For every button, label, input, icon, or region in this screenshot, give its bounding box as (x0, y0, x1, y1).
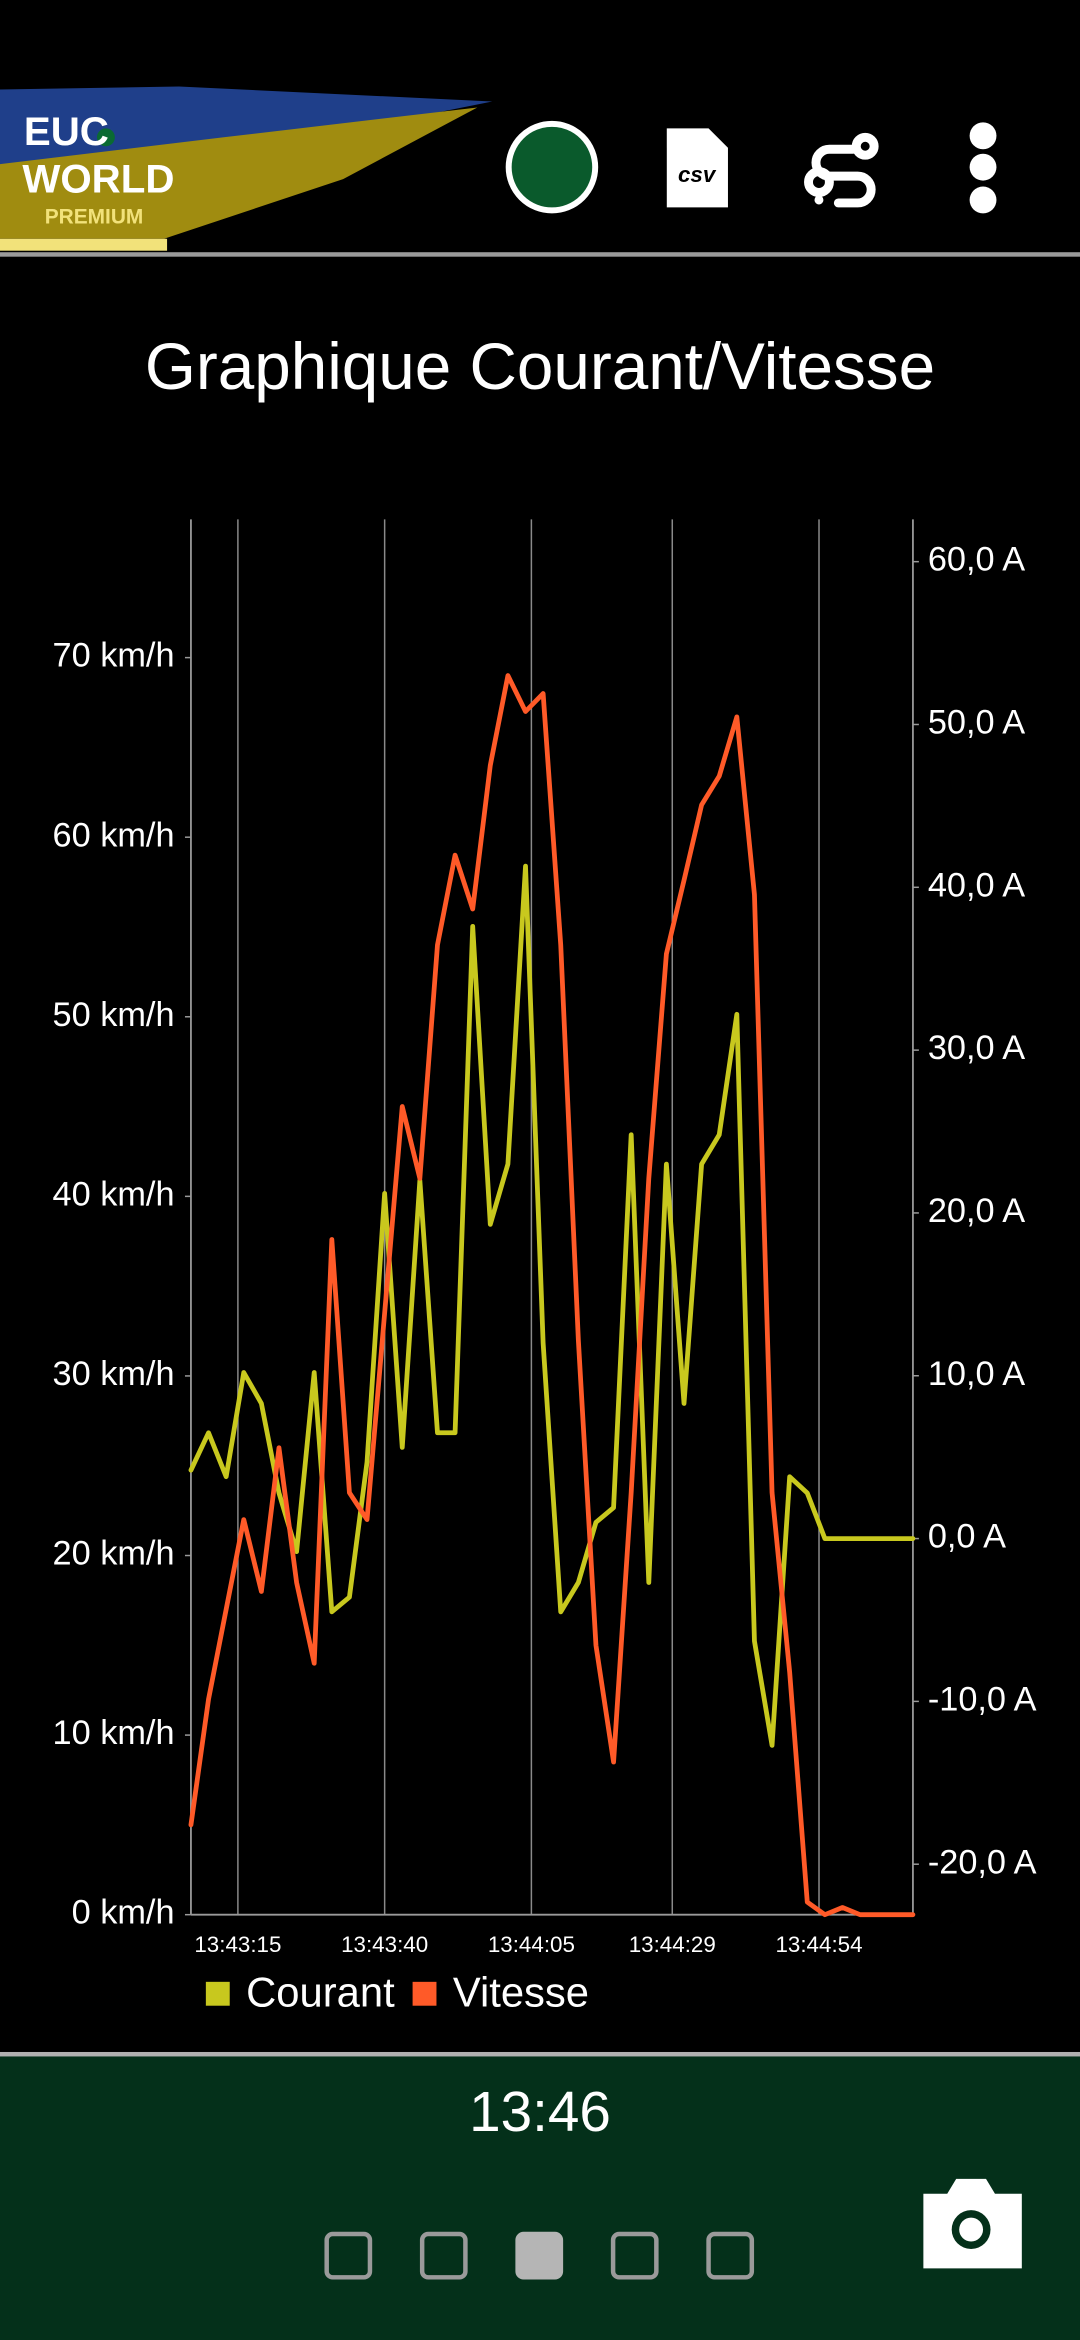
logo-text: PREMIUM (45, 205, 144, 228)
camera-button[interactable] (923, 2178, 1022, 2269)
clock: 13:46 (469, 2081, 611, 2144)
logo-stroke-yellow (0, 107, 478, 239)
y-tick-label: 60 km/h (53, 816, 175, 854)
menu-dot (969, 186, 997, 214)
page-dot[interactable] (706, 2231, 755, 2280)
route-pin (804, 167, 834, 197)
y-tick-label: 50 km/h (53, 996, 175, 1034)
y2-tick-label: 20,0 A (928, 1192, 1025, 1230)
route-icon (811, 144, 876, 208)
y2-tick-label: 60,0 A (928, 541, 1025, 579)
y-tick-label: 70 km/h (53, 637, 175, 675)
y-tick-label: 0 km/h (72, 1894, 175, 1932)
page-dot-active[interactable] (515, 2231, 564, 2280)
y-tick-label: 40 km/h (53, 1175, 175, 1213)
legend-label: Vitesse (453, 1968, 589, 2015)
route-button[interactable] (804, 132, 879, 208)
y2-tick-label: 50,0 A (928, 704, 1025, 742)
menu-dot (969, 153, 997, 181)
logo-text: EUC (24, 109, 109, 154)
chart-title: Graphique Courant/Vitesse (145, 330, 935, 403)
chart: 13:43:15 13:43:40 13:44:05 13:44:29 13:44:54… (53, 519, 1037, 2015)
header-divider (0, 252, 1080, 257)
file-icon (666, 128, 728, 208)
logo-bar (0, 238, 168, 251)
y2-tick-label: 10,0 A (928, 1355, 1025, 1393)
legend-swatch (205, 1981, 230, 2006)
csv-button[interactable]: csv (666, 128, 728, 208)
logo-dot (96, 128, 115, 147)
footer (0, 2053, 1080, 2340)
x-tick-label: 13:44:29 (629, 1932, 716, 1957)
series-line (188, 863, 916, 1748)
series-line (188, 673, 916, 1918)
x-tick-label: 13:44:05 (488, 1932, 575, 1957)
pager (324, 2231, 755, 2280)
csv-label: csv (678, 162, 717, 187)
logo[interactable]: EUC WORLD PREMIUM (0, 86, 493, 251)
logo-text: WORLD (22, 157, 174, 202)
page-dot[interactable] (419, 2231, 468, 2280)
x-tick-label: 13:43:15 (194, 1932, 281, 1957)
menu-button[interactable] (969, 122, 997, 214)
page-dot[interactable] (324, 2231, 373, 2280)
legend-label: Courant (246, 1968, 395, 2015)
y2-tick-label: -20,0 A (928, 1843, 1037, 1881)
y-tick-label: 20 km/h (53, 1535, 175, 1573)
camera-lens-inner (959, 2217, 984, 2242)
y2-tick-label: 30,0 A (928, 1029, 1025, 1067)
y2-tick-label: 40,0 A (928, 866, 1025, 904)
y2-tick-label: -10,0 A (928, 1680, 1037, 1718)
menu-dot (969, 122, 997, 150)
legend-swatch (412, 1981, 437, 2006)
x-tick-label: 13:43:40 (341, 1932, 428, 1957)
y2-tick-label: 0,0 A (928, 1518, 1006, 1556)
y-tick-label: 30 km/h (53, 1355, 175, 1393)
x-tick-label: 13:44:54 (775, 1932, 862, 1957)
status-button[interactable] (505, 120, 599, 214)
page-dot[interactable] (610, 2231, 659, 2280)
route-end (851, 132, 879, 160)
y-tick-label: 10 km/h (53, 1714, 175, 1752)
footer-divider (0, 2051, 1080, 2057)
